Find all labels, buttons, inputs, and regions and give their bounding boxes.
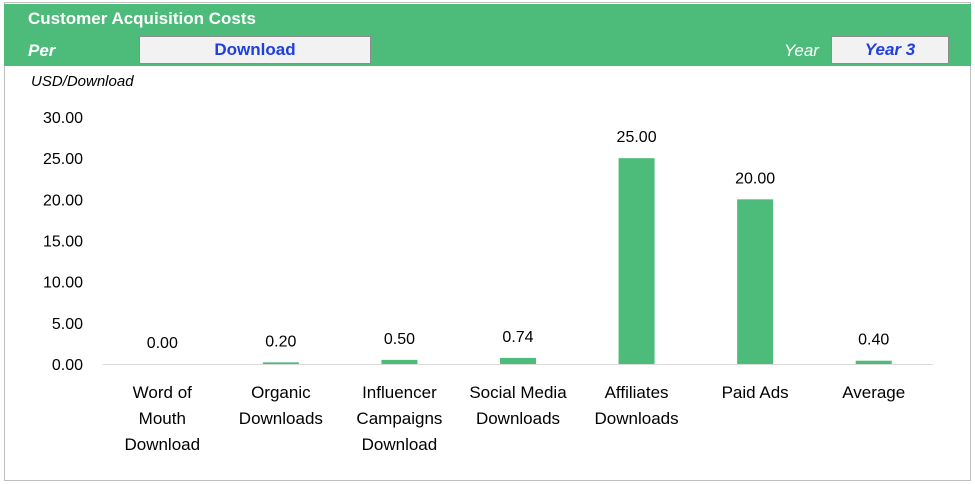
data-label: 0.00 [147, 335, 178, 352]
data-label: 25.00 [617, 129, 657, 146]
bar [262, 362, 299, 364]
y-tick-label: 15.00 [43, 234, 83, 251]
category-label: Download [124, 435, 200, 454]
data-label: 0.50 [384, 331, 415, 348]
y-tick-label: 20.00 [43, 192, 83, 209]
bar [618, 158, 655, 364]
data-label: 0.74 [502, 329, 533, 346]
bar [737, 199, 774, 364]
y-tick-label: 0.00 [52, 357, 83, 374]
category-label: Social Media [469, 383, 567, 402]
year-dropdown[interactable]: Year 3 [831, 36, 949, 64]
per-dropdown[interactable]: Download [139, 36, 371, 64]
category-label: Affiliates [605, 383, 669, 402]
bar [855, 360, 892, 364]
y-tick-label: 30.00 [43, 110, 83, 127]
data-label: 0.40 [858, 332, 889, 349]
category-label: Downloads [476, 409, 560, 428]
category-label: Influencer [362, 383, 437, 402]
data-label: 20.00 [735, 170, 775, 187]
chart-frame [4, 2, 971, 481]
category-label: Mouth [139, 409, 186, 428]
y-axis-unit-label: USD/Download [31, 73, 134, 90]
per-label: Per [28, 41, 56, 60]
bar [381, 359, 418, 364]
bar [500, 357, 536, 364]
category-label: Campaigns [356, 409, 442, 428]
chart-title: Customer Acquisition Costs [28, 9, 256, 28]
y-tick-label: 5.00 [52, 316, 83, 333]
y-tick-label: 10.00 [43, 275, 83, 292]
category-label: Downloads [595, 409, 679, 428]
category-label: Organic [251, 383, 311, 402]
year-label: Year [784, 41, 819, 60]
category-label: Word of [133, 383, 192, 402]
category-label: Paid Ads [722, 383, 789, 402]
y-tick-label: 25.00 [43, 151, 83, 168]
category-label: Average [842, 383, 905, 402]
category-label: Download [362, 435, 438, 454]
category-label: Downloads [239, 409, 323, 428]
data-label: 0.20 [265, 333, 296, 350]
